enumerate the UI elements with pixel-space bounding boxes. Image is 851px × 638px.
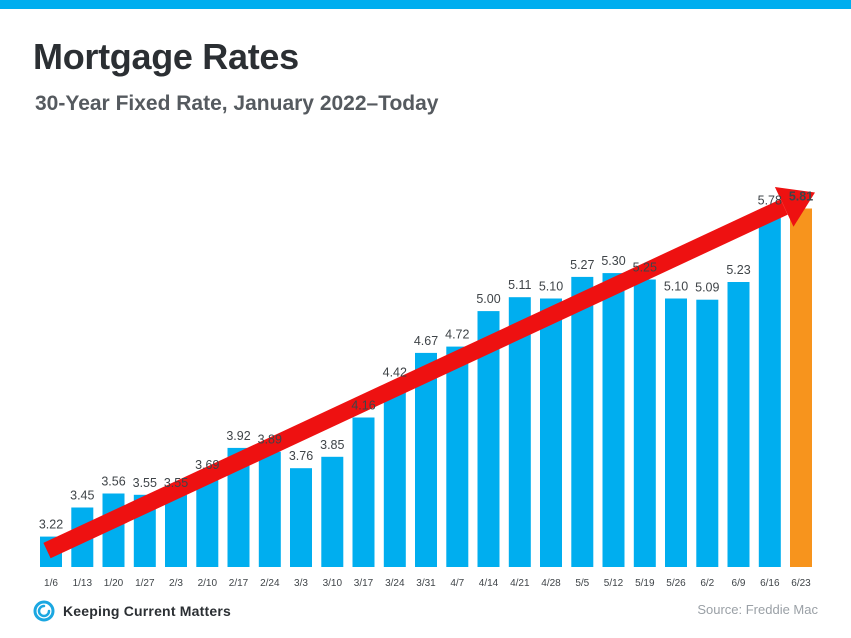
value-label: 3.85 — [320, 438, 344, 452]
x-tick-label: 2/3 — [169, 578, 183, 589]
value-label: 3.89 — [258, 433, 282, 447]
circle-swirl-icon — [33, 600, 55, 622]
value-label: 3.55 — [133, 476, 157, 490]
x-tick-label-group: 1/6 1/13 1/20 1/27 2/3 2/10 2/17 2/24 3/3 3/10 3/1… — [44, 578, 811, 589]
bar-3/17 — [352, 417, 375, 567]
chart-subtitle: 30-Year Fixed Rate, January 2022–Today — [35, 92, 439, 115]
x-tick-label: 6/9 — [732, 578, 746, 589]
value-label: 4.72 — [445, 328, 469, 342]
bar-5/26 — [665, 298, 687, 567]
x-tick-label: 2/10 — [198, 578, 218, 589]
x-tick-label: 5/19 — [635, 578, 655, 589]
trend-arrow — [43, 187, 815, 559]
bar-group — [40, 208, 812, 568]
x-tick-label: 5/5 — [575, 578, 589, 589]
x-tick-label: 3/10 — [323, 578, 343, 589]
brand-logo: Keeping Current Matters — [33, 600, 231, 622]
page-title: Mortgage Rates — [33, 36, 299, 77]
x-tick-label: 3/17 — [354, 578, 374, 589]
bar-4/7 — [446, 346, 469, 567]
bar-5/12 — [602, 273, 625, 567]
x-tick-label: 2/24 — [260, 578, 280, 589]
bar-3/10 — [321, 456, 344, 567]
value-label: 5.10 — [539, 280, 563, 294]
brand-name: Keeping Current Matters — [63, 603, 231, 619]
x-tick-label: 3/24 — [385, 578, 405, 589]
value-label: 3.76 — [289, 449, 313, 463]
x-tick-label: 1/6 — [44, 578, 58, 589]
x-tick-label: 1/20 — [104, 578, 124, 589]
value-label: 5.11 — [508, 278, 531, 292]
x-tick-label: 2/17 — [229, 578, 249, 589]
bar-5/19 — [633, 279, 656, 567]
top-accent-band — [0, 0, 851, 9]
bar-6/16 — [758, 212, 781, 568]
bar-2/3 — [165, 494, 187, 567]
value-label: 3.92 — [226, 429, 250, 443]
value-label: 5.27 — [570, 258, 594, 272]
source-note: Source: Freddie Mac — [697, 602, 818, 617]
bar-5/5 — [571, 276, 594, 567]
bar-2/17 — [227, 447, 250, 567]
bar-2/10 — [196, 477, 219, 567]
x-tick-label: 3/31 — [416, 578, 436, 589]
x-tick-label: 1/27 — [135, 578, 155, 589]
x-tick-label: 4/14 — [479, 578, 499, 589]
x-tick-label: 6/2 — [700, 578, 714, 589]
x-tick-label: 4/28 — [541, 578, 561, 589]
bar-4/28 — [540, 298, 562, 567]
bar-2/24 — [258, 451, 281, 567]
bar-4/14 — [477, 311, 500, 567]
value-label: 5.23 — [726, 263, 750, 277]
x-tick-label: 4/7 — [450, 578, 464, 589]
value-label: 3.56 — [101, 475, 125, 489]
value-label: 4.16 — [351, 399, 375, 413]
bar-6/9 — [727, 282, 750, 567]
value-label: 3.69 — [195, 458, 219, 472]
value-label: 3.22 — [39, 518, 63, 532]
bar-6/23 — [790, 208, 812, 567]
value-label: 5.25 — [633, 261, 657, 275]
bar-3/31 — [415, 352, 437, 567]
bar-4/21 — [508, 297, 531, 567]
value-label: 5.30 — [601, 254, 625, 268]
x-tick-label: 6/16 — [760, 578, 780, 589]
x-tick-label: 4/21 — [510, 578, 530, 589]
value-label: 5.00 — [476, 292, 500, 306]
value-label: 4.42 — [383, 366, 407, 380]
x-tick-label: 3/3 — [294, 578, 308, 589]
value-label: 3.55 — [164, 476, 188, 490]
value-label: 5.10 — [664, 280, 688, 294]
bar-3/3 — [290, 468, 312, 567]
x-tick-label: 5/12 — [604, 578, 624, 589]
x-tick-label: 1/13 — [73, 578, 93, 589]
x-tick-label: 5/26 — [666, 578, 686, 589]
value-label: 5.81 — [789, 190, 813, 204]
bar-3/24 — [383, 384, 406, 567]
bar-6/2 — [696, 299, 719, 567]
value-label: 5.09 — [695, 281, 719, 295]
x-tick-label: 6/23 — [791, 578, 811, 589]
value-label: 3.45 — [70, 489, 94, 503]
trend-arrow-shaft — [43, 199, 788, 559]
value-label: 4.67 — [414, 334, 438, 348]
value-label-group: 3.22 3.45 3.56 3.55 3.55 3.69 3.92 3.89 3.76 3.85… — [39, 190, 813, 532]
trend-arrow-head — [774, 187, 815, 227]
value-label: 5.78 — [758, 193, 782, 207]
